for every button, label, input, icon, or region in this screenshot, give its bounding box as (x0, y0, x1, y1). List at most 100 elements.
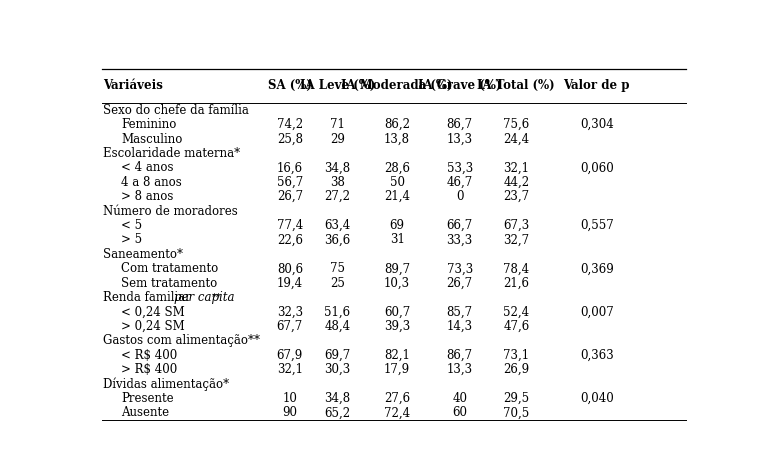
Text: 66,7: 66,7 (447, 219, 473, 232)
Text: IA Leve (%): IA Leve (%) (300, 80, 375, 92)
Text: 53,3: 53,3 (447, 161, 473, 175)
Text: 86,2: 86,2 (384, 118, 410, 131)
Text: 32,1: 32,1 (503, 161, 529, 175)
Text: 21,4: 21,4 (384, 190, 410, 203)
Text: 4 a 8 anos: 4 a 8 anos (122, 176, 182, 189)
Text: 82,1: 82,1 (384, 349, 410, 362)
Text: Gastos com alimentação**: Gastos com alimentação** (103, 334, 260, 347)
Text: 60: 60 (452, 406, 468, 419)
Text: 0,369: 0,369 (580, 262, 614, 275)
Text: 52,4: 52,4 (503, 306, 529, 319)
Text: > R$ 400: > R$ 400 (122, 363, 178, 376)
Text: 71: 71 (330, 118, 345, 131)
Text: Ausente: Ausente (122, 406, 169, 419)
Text: 73,3: 73,3 (447, 262, 473, 275)
Text: Renda familiar: Renda familiar (103, 291, 195, 304)
Text: Variáveis: Variáveis (103, 80, 163, 92)
Text: 13,3: 13,3 (447, 363, 473, 376)
Text: 86,7: 86,7 (447, 349, 473, 362)
Text: > 0,24 SM: > 0,24 SM (122, 320, 185, 333)
Text: 0,304: 0,304 (580, 118, 614, 131)
Text: 63,4: 63,4 (325, 219, 351, 232)
Text: 86,7: 86,7 (447, 118, 473, 131)
Text: 0,060: 0,060 (580, 161, 614, 175)
Text: 0,557: 0,557 (580, 219, 614, 232)
Text: IA Total (%): IA Total (%) (478, 80, 555, 92)
Text: 33,3: 33,3 (447, 234, 473, 247)
Text: Feminino: Feminino (122, 118, 177, 131)
Text: 65,2: 65,2 (325, 406, 351, 419)
Text: 26,7: 26,7 (447, 277, 473, 290)
Text: 89,7: 89,7 (384, 262, 410, 275)
Text: 30,3: 30,3 (325, 363, 351, 376)
Text: Dívidas alimentação*: Dívidas alimentação* (103, 377, 229, 391)
Text: 29,5: 29,5 (503, 392, 529, 405)
Text: **: ** (211, 293, 221, 302)
Text: IA Moderada (%): IA Moderada (%) (341, 80, 453, 92)
Text: 0,040: 0,040 (580, 392, 614, 405)
Text: 16,6: 16,6 (277, 161, 303, 175)
Text: Sexo do chefe da família: Sexo do chefe da família (103, 104, 249, 117)
Text: 78,4: 78,4 (503, 262, 529, 275)
Text: 75,6: 75,6 (503, 118, 529, 131)
Text: < R$ 400: < R$ 400 (122, 349, 178, 362)
Text: 0: 0 (456, 190, 464, 203)
Text: 0,363: 0,363 (580, 349, 614, 362)
Text: < 0,24 SM: < 0,24 SM (122, 306, 185, 319)
Text: 77,4: 77,4 (277, 219, 303, 232)
Text: 46,7: 46,7 (447, 176, 473, 189)
Text: 0,007: 0,007 (580, 306, 614, 319)
Text: 34,8: 34,8 (325, 161, 351, 175)
Text: Com tratamento: Com tratamento (122, 262, 218, 275)
Text: 10: 10 (282, 392, 298, 405)
Text: 60,7: 60,7 (384, 306, 410, 319)
Text: 29: 29 (330, 132, 345, 146)
Text: 56,7: 56,7 (277, 176, 303, 189)
Text: 32,3: 32,3 (277, 306, 303, 319)
Text: 75: 75 (330, 262, 345, 275)
Text: 72,4: 72,4 (384, 406, 410, 419)
Text: 73,1: 73,1 (503, 349, 529, 362)
Text: 24,4: 24,4 (503, 132, 529, 146)
Text: 70,5: 70,5 (503, 406, 529, 419)
Text: 44,2: 44,2 (503, 176, 529, 189)
Text: 13,8: 13,8 (384, 132, 410, 146)
Text: 47,6: 47,6 (503, 320, 529, 333)
Text: Escolaridade materna*: Escolaridade materna* (103, 147, 241, 160)
Text: > 8 anos: > 8 anos (122, 190, 174, 203)
Text: 74,2: 74,2 (277, 118, 303, 131)
Text: 51,6: 51,6 (325, 306, 351, 319)
Text: Número de moradores: Número de moradores (103, 205, 238, 218)
Text: 25: 25 (330, 277, 345, 290)
Text: < 4 anos: < 4 anos (122, 161, 174, 175)
Text: 36,6: 36,6 (325, 234, 351, 247)
Text: 23,7: 23,7 (503, 190, 529, 203)
Text: 13,3: 13,3 (447, 132, 473, 146)
Text: 10,3: 10,3 (384, 277, 410, 290)
Text: 67,9: 67,9 (277, 349, 303, 362)
Text: 27,6: 27,6 (384, 392, 410, 405)
Text: Valor de p: Valor de p (564, 80, 630, 92)
Text: 28,6: 28,6 (384, 161, 410, 175)
Text: Masculino: Masculino (122, 132, 182, 146)
Text: 26,7: 26,7 (277, 190, 303, 203)
Text: Saneamento*: Saneamento* (103, 248, 183, 261)
Text: 27,2: 27,2 (325, 190, 351, 203)
Text: 32,1: 32,1 (277, 363, 303, 376)
Text: < 5: < 5 (122, 219, 142, 232)
Text: Presente: Presente (122, 392, 174, 405)
Text: > 5: > 5 (122, 234, 142, 247)
Text: 67,7: 67,7 (277, 320, 303, 333)
Text: 39,3: 39,3 (384, 320, 410, 333)
Text: 67,3: 67,3 (503, 219, 529, 232)
Text: 21,6: 21,6 (503, 277, 529, 290)
Text: 25,8: 25,8 (277, 132, 303, 146)
Text: 80,6: 80,6 (277, 262, 303, 275)
Text: 14,3: 14,3 (447, 320, 473, 333)
Text: 69: 69 (390, 219, 404, 232)
Text: 26,9: 26,9 (503, 363, 529, 376)
Text: 90: 90 (282, 406, 298, 419)
Text: Sem tratamento: Sem tratamento (122, 277, 218, 290)
Text: 19,4: 19,4 (277, 277, 303, 290)
Text: IA Grave (%): IA Grave (%) (418, 80, 501, 92)
